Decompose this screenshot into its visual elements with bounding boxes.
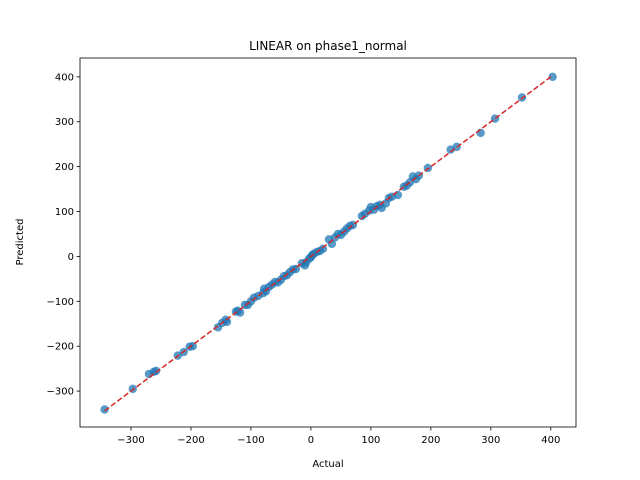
- x-tick-label: 100: [361, 435, 380, 446]
- points-layer: [100, 72, 557, 414]
- y-axis-label: Predicted: [15, 219, 26, 266]
- x-tick-label: −100: [237, 435, 264, 446]
- x-tick-label: 300: [481, 435, 500, 446]
- axes: −300 −200 −100 0 100 200 300 400 −300 −200 −100 0 10…: [47, 57, 577, 446]
- axes-frame: [79, 57, 577, 428]
- reference-line: [104, 74, 554, 412]
- y-tick-label: 100: [55, 207, 74, 218]
- data-point: [548, 72, 557, 82]
- data-point: [151, 366, 161, 376]
- data-point: [393, 190, 403, 200]
- y-tick-label: −300: [47, 387, 74, 398]
- x-axis-label: Actual: [312, 459, 343, 470]
- x-tick-label: −300: [117, 435, 144, 446]
- x-tick-label: 200: [421, 435, 440, 446]
- data-point: [235, 308, 245, 317]
- y-tick-label: 0: [68, 252, 74, 263]
- x-tick-label: −200: [177, 435, 204, 446]
- y-tick-label: −200: [47, 342, 74, 353]
- x-tick-label: 400: [541, 435, 560, 446]
- data-point: [100, 405, 109, 414]
- y-tick-label: 400: [55, 72, 74, 83]
- chart-title: LINEAR on phase1_normal: [249, 39, 407, 53]
- data-point: [222, 317, 232, 327]
- y-tick-label: −100: [47, 297, 74, 308]
- y-tick-label: 300: [55, 117, 74, 128]
- y-tick-label: 200: [55, 162, 74, 173]
- x-tick-label: 0: [308, 435, 314, 446]
